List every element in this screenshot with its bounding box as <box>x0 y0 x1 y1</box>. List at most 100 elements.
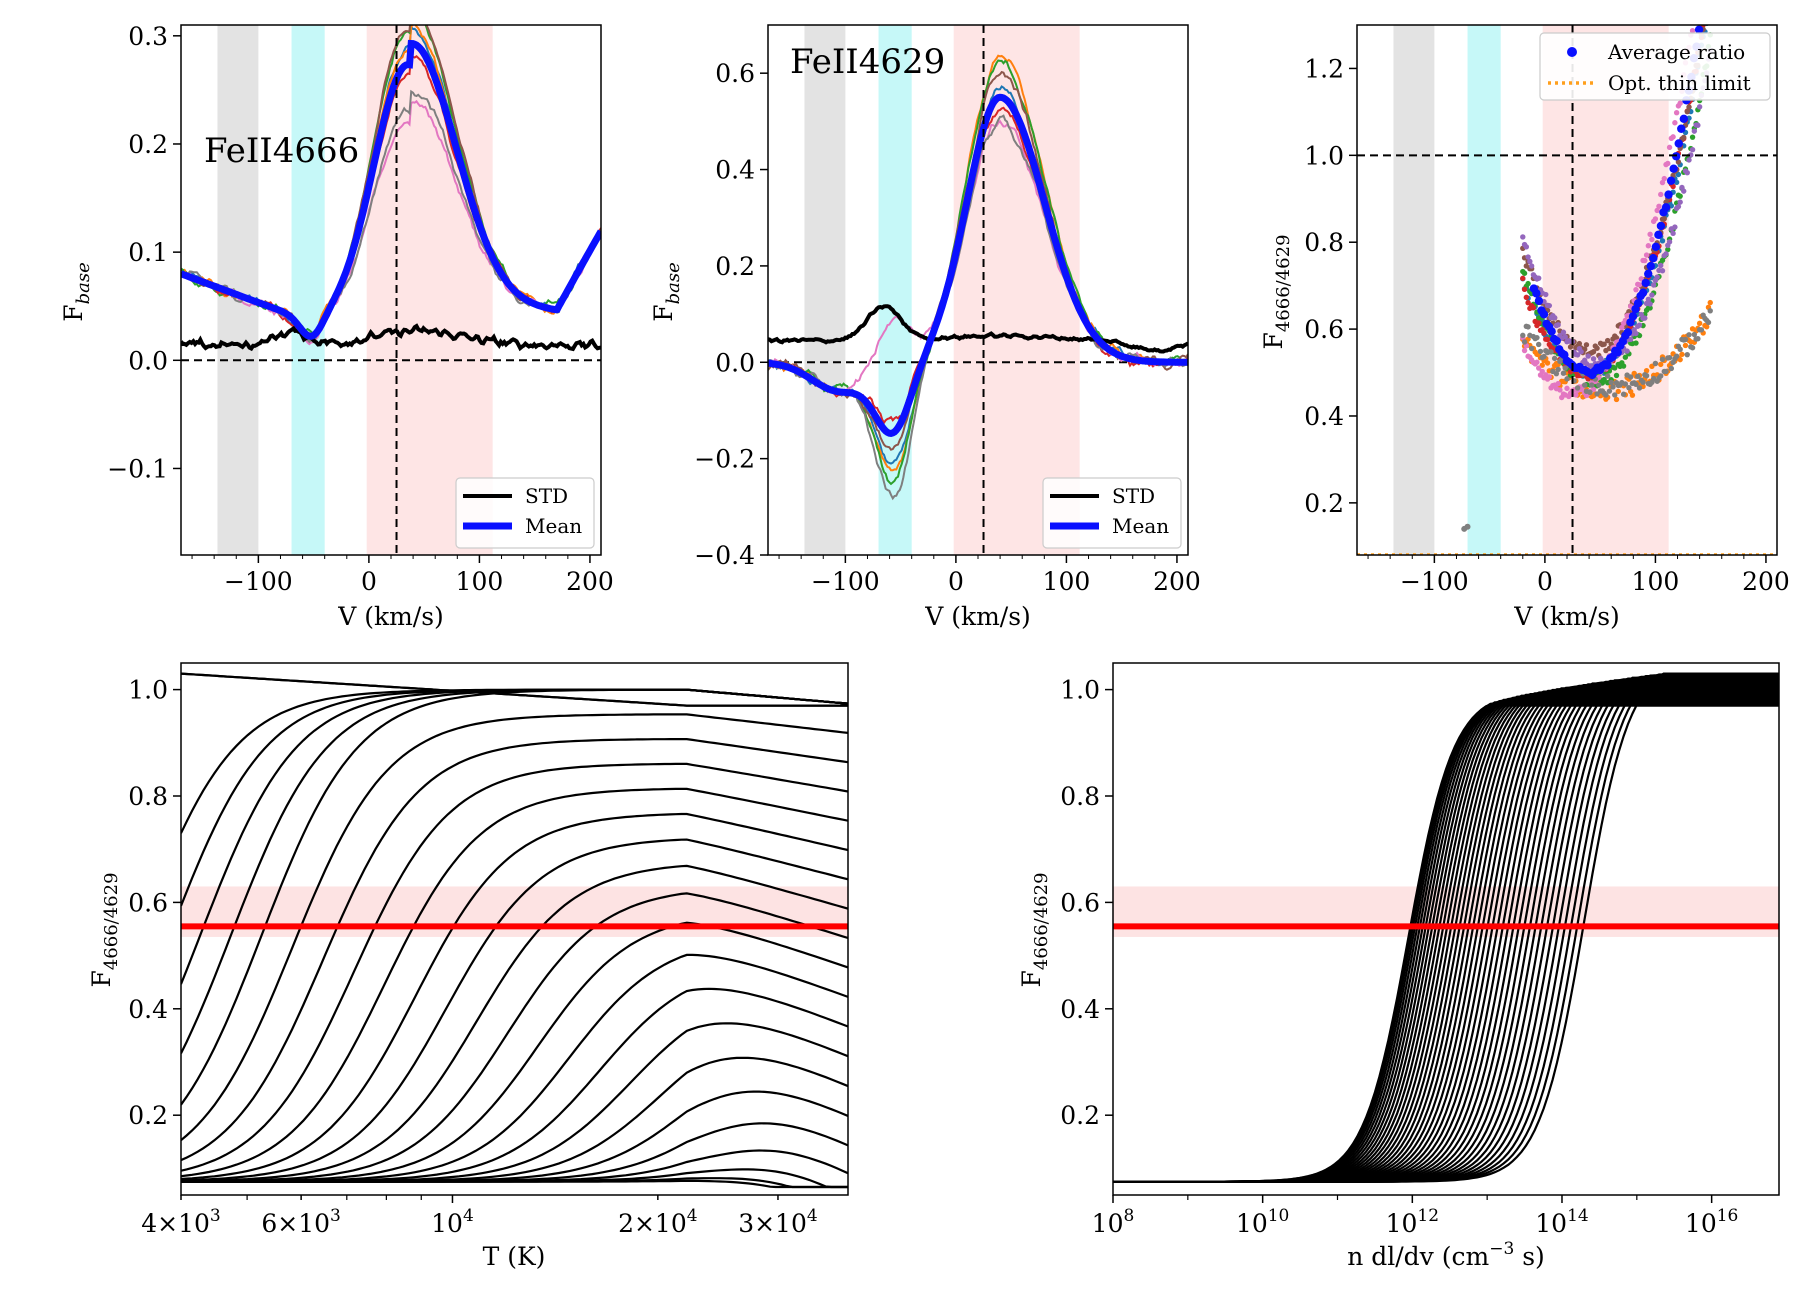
plot-area <box>1357 13 1777 555</box>
scatter-point <box>1622 354 1629 360</box>
x-tick-label: 200 <box>1742 567 1790 596</box>
scatter-point <box>1546 374 1553 380</box>
scatter-point <box>1645 296 1652 303</box>
scatter-point <box>1696 104 1703 110</box>
scatter-point <box>1610 384 1616 390</box>
scatter-point <box>1643 373 1650 379</box>
shaded-band-1 <box>878 25 912 555</box>
scatter-point <box>1670 183 1676 190</box>
y-tick-label: 0.4 <box>1060 995 1100 1024</box>
scatter-point <box>1675 159 1682 165</box>
scatter-point <box>1663 251 1669 257</box>
x-axis-label: V (km/s) <box>1513 602 1620 631</box>
average-ratio-point <box>1679 114 1689 124</box>
scatter-point <box>1521 339 1528 345</box>
scatter-point <box>1650 282 1657 288</box>
x-tick-exponent: 4 <box>687 1206 698 1226</box>
x-ticks: 108 1010 1012 1014 1016 <box>1092 1195 1739 1238</box>
average-ratio-point <box>1656 221 1666 231</box>
model-curve <box>181 738 848 1162</box>
average-ratio-point <box>1532 289 1541 298</box>
average-ratio-point <box>1666 176 1676 185</box>
scatter-point <box>1670 134 1676 140</box>
scatter-point <box>1578 349 1584 355</box>
scatter-point <box>1573 392 1579 398</box>
x-tick-exponent: 16 <box>1717 1206 1739 1226</box>
x-axis-label: V (km/s) <box>924 602 1031 631</box>
average-ratio-point <box>1547 327 1556 336</box>
scatter-point <box>1527 258 1533 265</box>
series-STD <box>768 304 1188 354</box>
legend: Average ratio Opt. thin limit <box>1539 32 1771 101</box>
scatter-point <box>1544 336 1551 343</box>
x-tick-base: 10 <box>1685 1209 1717 1238</box>
model-curve <box>181 1179 848 1189</box>
average-ratio-point <box>1661 203 1671 212</box>
x-tick-label: 1010 <box>1236 1206 1289 1238</box>
y-tick-label: 0.2 <box>128 130 168 159</box>
scatter-point <box>1557 387 1563 393</box>
scatter-point <box>1663 368 1669 375</box>
scatter-point <box>1627 374 1634 380</box>
y-axis-label: Fbase <box>59 262 94 322</box>
scatter-point <box>1677 356 1683 363</box>
scatter-point <box>1704 13 1709 18</box>
scatter-point <box>1551 314 1558 321</box>
scatter-point <box>1608 379 1614 386</box>
y-axis-label-main: F <box>87 970 116 987</box>
y-axis-label-subscript: base <box>73 262 94 304</box>
x-ticks: −100 0 100 200 <box>778 555 1201 596</box>
scatter-point <box>1673 353 1680 359</box>
y-axis-label-main: F <box>649 304 678 321</box>
scatter-point <box>1548 349 1554 355</box>
shaded-band-1 <box>291 25 325 555</box>
scatter-point <box>1620 363 1627 369</box>
panel-ratio-vs-column-density: 108 1010 1012 1014 1016 0.20.40.60.81.0 n dl… <box>1017 662 1780 1271</box>
scatter-point <box>1672 120 1678 126</box>
x-axis-label: T (K) <box>483 1242 546 1271</box>
series-Mean <box>181 39 601 340</box>
scatter-point <box>1675 203 1682 210</box>
model-curve <box>181 987 848 1183</box>
legend-label-mean: Mean <box>525 514 582 538</box>
scatter-point <box>1536 365 1542 371</box>
scatter-point <box>1564 385 1570 392</box>
scatter-point <box>1691 331 1698 338</box>
x-tick-label: 100 <box>456 567 504 596</box>
shaded-band-1 <box>1467 25 1501 555</box>
scatter-point <box>1636 282 1643 288</box>
scatter-point <box>1675 171 1682 178</box>
scatter-point <box>1546 302 1553 309</box>
scatter-point <box>1612 392 1618 398</box>
model-curve <box>181 713 848 1142</box>
average-ratio-point <box>1613 348 1622 357</box>
x-tick-label: 2×104 <box>618 1206 698 1238</box>
scatter-point <box>1589 382 1595 388</box>
model-curve <box>181 892 848 1183</box>
x-tick-mantissa: 2×10 <box>618 1209 687 1238</box>
scatter-point <box>1521 347 1528 354</box>
scatter-point <box>1677 199 1683 205</box>
y-axis-label-main: F <box>1017 970 1046 987</box>
y-axis-label: F4666/4629 <box>1259 234 1294 349</box>
scatter-point <box>1659 268 1666 274</box>
y-ticks: −0.1 0.0 0.1 0.2 0.3 <box>107 22 181 483</box>
x-tick-label: 104 <box>431 1206 474 1238</box>
x-tick-label: 1014 <box>1535 1206 1588 1238</box>
scatter-point <box>1679 351 1685 358</box>
x-tick-base: 10 <box>1092 1209 1124 1238</box>
scatter-point <box>1626 308 1632 315</box>
scatter-point <box>1707 308 1713 314</box>
scatter-point <box>1695 122 1701 128</box>
scatter-point <box>1642 315 1648 321</box>
x-tick-label: 100 <box>1043 567 1091 596</box>
scatter-point <box>1525 280 1531 287</box>
scatter-point <box>1661 175 1667 182</box>
scatter-point <box>1689 134 1696 140</box>
y-axis-label-subscript: 4666/4629 <box>101 872 122 970</box>
scatter-point <box>1528 263 1535 269</box>
y-tick-label: 0.2 <box>1304 489 1344 518</box>
x-tick-exponent: 4 <box>463 1206 474 1226</box>
scatter-point <box>1661 216 1667 222</box>
observed-band <box>181 886 848 937</box>
